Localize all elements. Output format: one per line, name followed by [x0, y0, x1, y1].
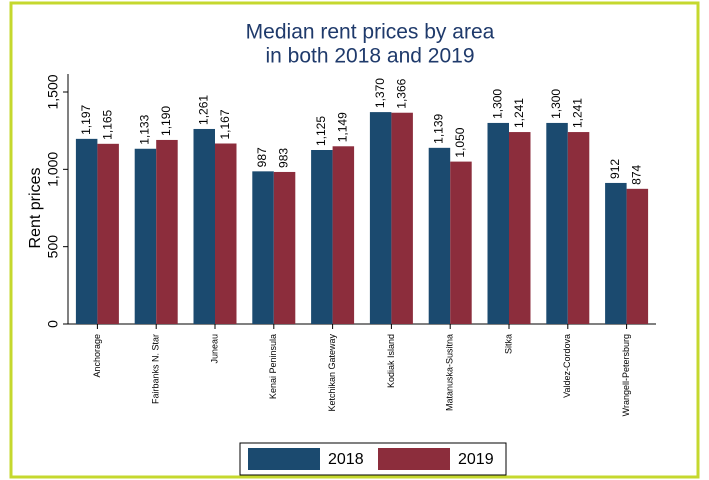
value-label: 983	[277, 148, 291, 168]
bar	[252, 171, 274, 324]
x-tick-label: Ketchikan Gateway	[327, 334, 337, 412]
bar	[391, 112, 413, 324]
value-label: 1,050	[453, 127, 467, 157]
bar	[369, 112, 392, 325]
bar	[509, 132, 531, 324]
bar	[332, 146, 355, 324]
value-label: 1,300	[549, 89, 563, 119]
bar	[75, 138, 98, 324]
value-label: 1,366	[394, 78, 408, 108]
bar	[546, 122, 568, 324]
bar	[97, 143, 119, 324]
value-label: 1,149	[336, 112, 350, 142]
bar	[567, 132, 590, 324]
x-tick-label: Kenai Peninsula	[268, 334, 278, 399]
legend-swatch	[378, 448, 450, 470]
y-axis-label: Rent prices	[27, 168, 44, 249]
chart-title: in both 2018 and 2019	[265, 45, 474, 68]
bar	[215, 143, 237, 324]
legend-label: 2018	[328, 451, 364, 468]
x-tick-label: Valdez-Cordova	[562, 334, 572, 398]
x-tick-label: Juneau	[209, 334, 219, 364]
bar	[193, 128, 215, 324]
y-tick-label: 1,000	[45, 152, 61, 187]
x-tick-label: Kodiak Island	[386, 334, 396, 388]
bar	[156, 139, 178, 324]
bar	[311, 150, 333, 324]
bar	[134, 148, 157, 324]
value-label: 912	[608, 159, 622, 179]
chart-title: Median rent prices by area	[246, 21, 495, 44]
value-label: 1,167	[218, 109, 232, 139]
x-tick-label: Wrangell-Petersburg	[621, 334, 631, 416]
bar	[626, 188, 649, 324]
bar	[428, 147, 451, 324]
bar	[605, 182, 627, 324]
x-tick-label: Sitka	[503, 334, 513, 354]
bar	[487, 122, 509, 324]
x-tick-label: Matanuska-Susitna	[445, 334, 455, 411]
value-label: 1,261	[196, 95, 210, 125]
bar	[273, 171, 296, 324]
y-tick-label: 0	[45, 320, 61, 328]
value-label: 987	[255, 147, 269, 167]
value-label: 1,197	[79, 105, 93, 135]
x-tick-label: Fairbanks N. Star	[151, 334, 161, 404]
value-label: 1,300	[490, 89, 504, 119]
value-label: 1,241	[512, 98, 526, 128]
bar	[450, 161, 472, 324]
x-tick-label: Anchorage	[92, 334, 102, 378]
value-label: 1,241	[571, 98, 585, 128]
value-label: 1,370	[373, 78, 387, 108]
y-tick-label: 500	[45, 235, 61, 259]
value-label: 1,165	[100, 109, 114, 139]
value-label: 1,125	[314, 116, 328, 146]
legend-swatch	[248, 448, 320, 470]
value-label: 1,133	[138, 114, 152, 144]
value-label: 1,139	[432, 113, 446, 143]
y-tick-label: 1,500	[45, 74, 61, 109]
legend-label: 2019	[458, 451, 494, 468]
value-label: 1,190	[159, 106, 173, 136]
value-label: 874	[630, 164, 644, 184]
